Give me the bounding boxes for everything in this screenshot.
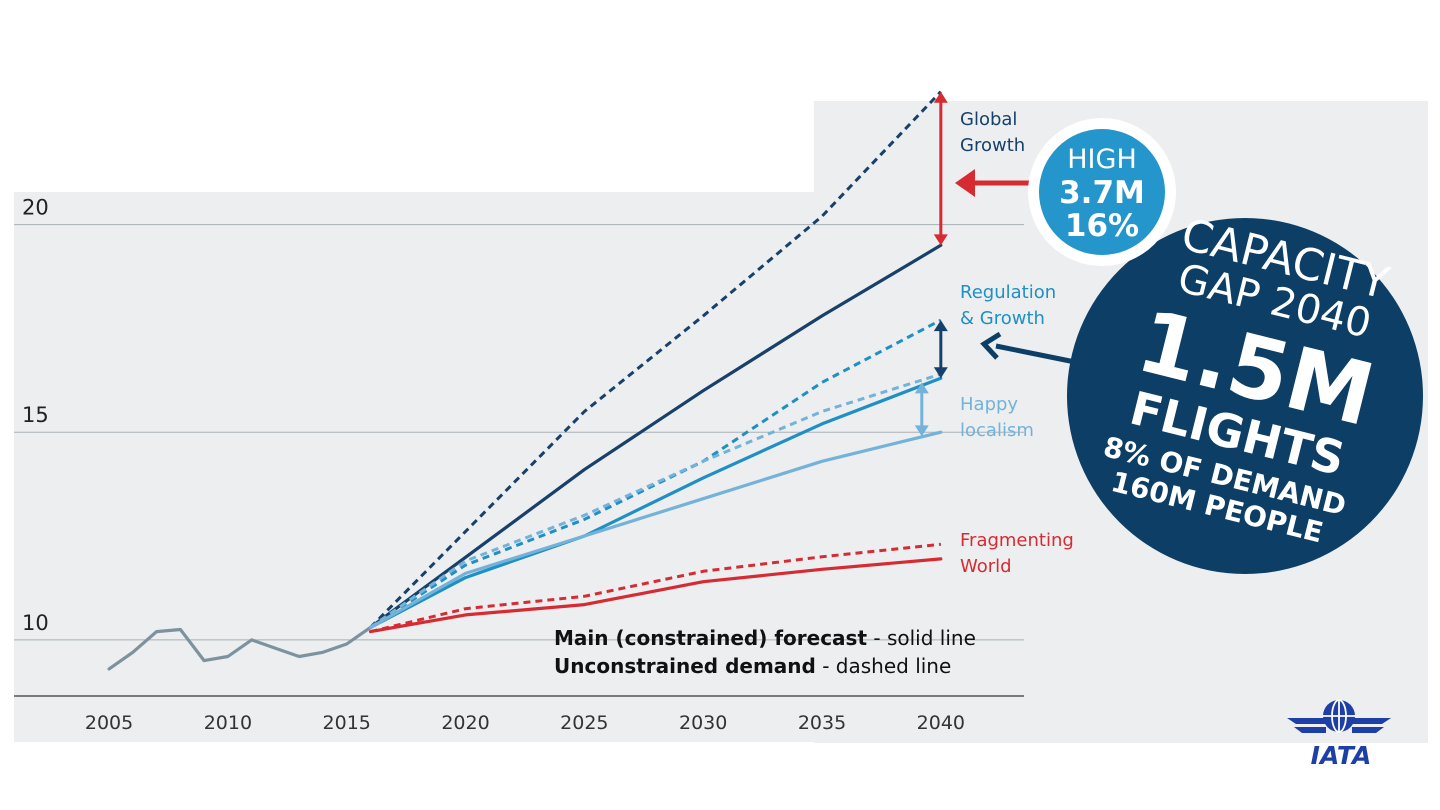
high-line-1: HIGH xyxy=(1067,144,1137,175)
high-badge: HIGH 3.7M 16% xyxy=(1028,118,1176,266)
series-lines xyxy=(107,90,943,671)
series-line-historical-solid xyxy=(107,625,373,671)
constrained-note-rest: - solid line xyxy=(867,626,976,650)
x-tick-label: 2040 xyxy=(917,712,965,734)
high-badge-arrow xyxy=(955,169,1030,197)
right-wing-icon xyxy=(1352,718,1391,724)
x-tick-label: 2025 xyxy=(560,712,608,734)
series-line-fragmenting_world-solid xyxy=(368,557,943,634)
series-label-global_growth: Global Growth xyxy=(960,109,1025,156)
capacity-gap-circle xyxy=(1067,218,1423,574)
iata-logo-text: IATA xyxy=(1311,741,1372,770)
x-tick-label: 2015 xyxy=(323,712,371,734)
gridlines xyxy=(14,224,1024,697)
constrained-note: Main (constrained) forecast - solid line xyxy=(554,626,976,650)
series-line-happy_localism-dashed xyxy=(369,372,942,629)
gap-badge-arrow xyxy=(980,331,1076,365)
gap-marker-happy_localism xyxy=(914,382,929,437)
series-line-global_growth-solid xyxy=(368,243,943,630)
y-tick-label: 15 xyxy=(22,403,49,427)
unconstrained-note: Unconstrained demand - dashed line xyxy=(554,654,951,678)
constrained-note-bold: Main (constrained) forecast xyxy=(554,626,867,650)
x-tick-label: 2005 xyxy=(85,712,133,734)
series-label-fragmenting_world: Fragmenting World xyxy=(960,530,1074,577)
series-line-fragmenting_world-dashed xyxy=(370,542,941,634)
series-line-regulation_growth-solid xyxy=(368,376,943,630)
high-line-2: 3.7M xyxy=(1059,175,1145,211)
series-labels: Global Growth Regulation & Growth Happy local… xyxy=(960,109,1074,577)
gap-marker-global_growth xyxy=(933,320,948,379)
left-wing-icon xyxy=(1287,718,1326,724)
y-tick-label: 10 xyxy=(22,611,49,635)
x-tick-label: 2020 xyxy=(441,712,489,734)
x-tick-label: 2010 xyxy=(204,712,252,734)
unconstrained-note-rest: - dashed line xyxy=(816,654,951,678)
x-tick-label: 2035 xyxy=(798,712,846,734)
gap-markers xyxy=(914,91,948,437)
y-tick-label: 20 xyxy=(22,196,49,220)
unconstrained-note-bold: Unconstrained demand xyxy=(554,654,816,678)
iata-logo: IATA xyxy=(1287,699,1391,770)
high-badge-circle xyxy=(1039,129,1165,255)
series-line-global_growth-dashed xyxy=(369,90,942,629)
series-label-happy_localism: Happy localism xyxy=(960,394,1034,441)
capacity-gap-badge: CAPACITY GAP 2040 1.5M FLIGHTS 8% OF DEM… xyxy=(1067,209,1423,574)
high-line-3: 16% xyxy=(1065,208,1139,244)
series-line-happy_localism-solid xyxy=(368,430,943,630)
series-label-regulation_growth: Regulation & Growth xyxy=(960,282,1056,329)
axis-ticks: 10 15 20 2005 2010 2015 2020 2025 2030 2035 2040 xyxy=(22,196,965,734)
x-tick-label: 2030 xyxy=(679,712,727,734)
gap-marker-fragmenting_world xyxy=(933,91,948,246)
